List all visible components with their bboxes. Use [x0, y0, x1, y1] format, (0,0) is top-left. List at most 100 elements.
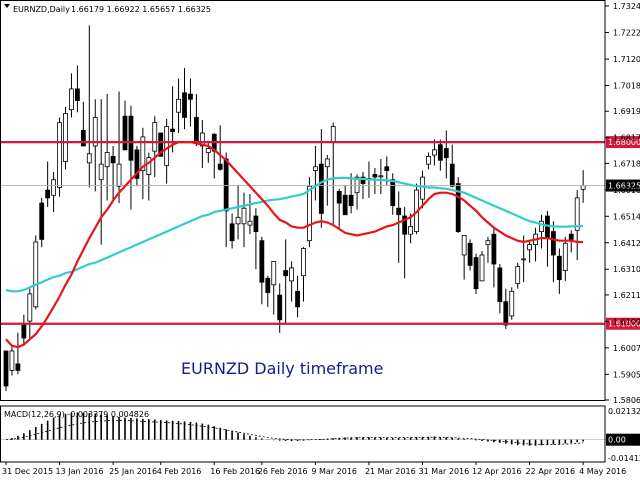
date-tick-label: 4 May 2016: [579, 467, 626, 476]
macd-tick-label: 0.00: [608, 436, 626, 445]
candle-bear-body: [188, 94, 192, 99]
candle-bull-body: [165, 127, 169, 166]
candle-bull-body: [307, 186, 311, 240]
price-tick-label: 1.73245: [613, 2, 640, 11]
candle-bull-body: [10, 351, 14, 370]
candle-bear-body: [468, 243, 472, 265]
date-tick-label: 26 Feb 2016: [258, 467, 308, 476]
date-tick-label: 25 Jan 2016: [109, 467, 157, 476]
candle-bull-body: [34, 242, 38, 307]
date-tick-label: 31 Mar 2016: [419, 467, 470, 476]
candle-bull-body: [206, 149, 210, 153]
candle-bear-body: [171, 129, 175, 132]
candle-bull-body: [87, 154, 91, 163]
macd-tick-label: -0.014124: [608, 454, 640, 463]
price-tick-label: 1.66160: [613, 186, 640, 195]
candle-bull-body: [432, 150, 436, 155]
date-tick-label: 9 Mar 2016: [311, 467, 357, 476]
candle-bull-body: [272, 261, 276, 284]
candle-bear-body: [22, 325, 26, 338]
candle-bull-body: [462, 235, 466, 254]
price-tick-label: 1.58060: [613, 396, 640, 405]
candle-bear-body: [296, 291, 300, 307]
candle-bull-body: [290, 268, 294, 281]
price-tick-label: 1.69190: [613, 107, 640, 116]
candle-bull-body: [302, 248, 306, 275]
candle-bull-body: [69, 89, 73, 110]
candle-bear-body: [391, 180, 395, 206]
candle-bull-body: [528, 245, 532, 250]
candle-bear-body: [569, 234, 573, 239]
date-tick-label: 12 Apr 2016: [472, 467, 521, 476]
candle-bull-body: [331, 127, 335, 143]
candle-bull-body: [522, 259, 526, 260]
candle-bull-body: [28, 294, 32, 321]
candle-bear-body: [284, 271, 288, 276]
candle-bear-body: [75, 89, 79, 101]
candle-bear-body: [545, 216, 549, 238]
candle-bull-body: [242, 208, 246, 224]
date-tick-label: 22 Apr 2016: [526, 467, 575, 476]
candle-bull-body: [421, 177, 425, 199]
candle-bull-body: [581, 186, 585, 190]
candle-bear-body: [111, 156, 115, 162]
candle-bull-body: [117, 164, 121, 186]
candle-bear-body: [194, 117, 198, 142]
candle-bear-body: [183, 93, 187, 118]
price-tick-label: 1.65140: [613, 212, 640, 221]
price-tick-label: 1.62110: [613, 291, 640, 300]
candle-bull-body: [99, 164, 103, 180]
candle-bull-body: [64, 114, 68, 162]
candle-bull-body: [248, 221, 252, 225]
candle-bear-body: [450, 164, 454, 186]
price-tick-label: 1.59050: [613, 370, 640, 379]
candle-bull-body: [563, 243, 567, 270]
candle-bear-body: [474, 258, 478, 289]
candle-bear-body: [16, 364, 20, 370]
candle-bull-body: [379, 176, 383, 177]
price-tick-label: 1.67180: [613, 159, 640, 168]
candle-bear-body: [319, 164, 323, 213]
candle-bear-body: [40, 203, 44, 239]
price-tick-label: 1.60070: [613, 344, 640, 353]
candle-bear-body: [349, 195, 353, 205]
ohlc-values: 1.66179 1.66922 1.65657 1.66325: [71, 5, 211, 14]
candle-bull-body: [486, 241, 490, 245]
candle-bear-body: [385, 167, 389, 171]
candle-bear-body: [397, 208, 401, 214]
candle-bull-body: [480, 255, 484, 281]
candle-bear-body: [551, 232, 555, 255]
candle-bull-body: [409, 226, 413, 234]
candle-bull-body: [325, 159, 329, 167]
candle-bull-body: [153, 123, 157, 152]
candle-bear-body: [337, 191, 341, 203]
chart-annotation: EURNZD Daily timeframe: [181, 359, 383, 378]
macd-label: MACD(12,26,9) -0.003379 0.004826: [4, 410, 149, 419]
candle-bull-body: [313, 167, 317, 171]
price-tick-label: 1.61090: [613, 317, 640, 326]
date-tick-label: 31 Dec 2015: [2, 467, 53, 476]
price-tick-label: 1.63100: [613, 265, 640, 274]
candle-bear-body: [373, 175, 377, 178]
candle-bull-body: [510, 291, 514, 316]
price-tick-label: 1.71200: [613, 55, 640, 64]
chart-header: EURNZD,Daily 1.66179 1.66922 1.65657 1.6…: [4, 4, 211, 14]
price-tick-label: 1.70180: [613, 82, 640, 91]
price-tick-label: 1.72225: [613, 28, 640, 37]
candle-bear-body: [444, 149, 448, 158]
candle-bear-body: [438, 145, 442, 161]
candle-bear-body: [46, 190, 50, 198]
candle-bear-body: [230, 224, 234, 241]
candle-bull-body: [58, 123, 62, 188]
price-tick-label: 1.64120: [613, 239, 640, 248]
candle-bull-body: [177, 99, 181, 112]
price-tick-label: 1.68170: [613, 134, 640, 143]
symbol-label: EURNZD,Daily: [13, 5, 70, 14]
candle-bear-body: [343, 195, 347, 214]
date-tick-label: 13 Jan 2016: [56, 467, 104, 476]
candle-bull-body: [516, 267, 520, 284]
candle-bear-body: [224, 159, 228, 211]
